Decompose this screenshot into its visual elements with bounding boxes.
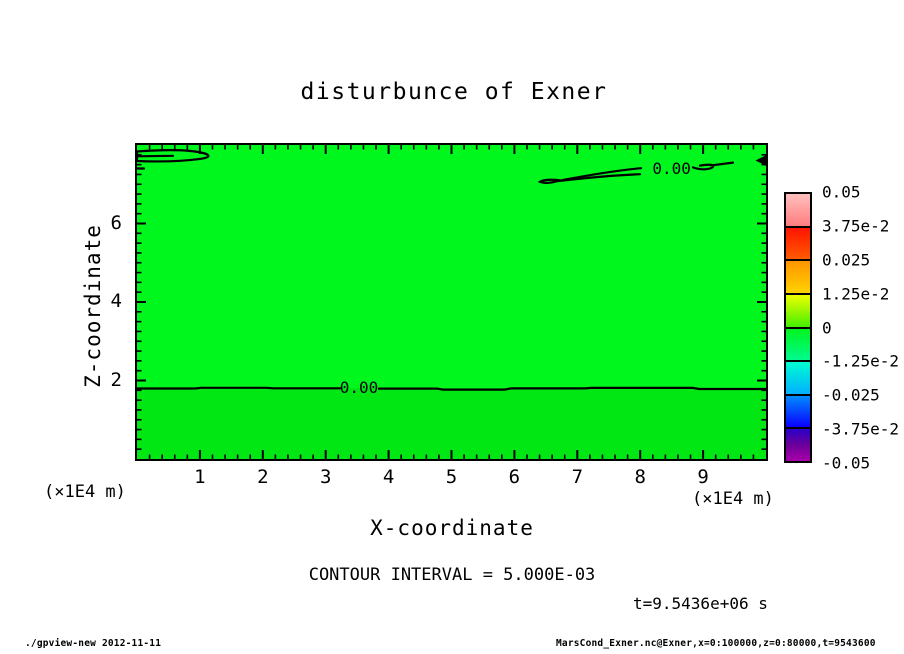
colorbar-cell bbox=[786, 292, 810, 327]
colorbar-tick-label: 0 bbox=[822, 318, 832, 337]
zero-contour-blob-upper-right bbox=[711, 161, 735, 167]
zero-contour-blob-upper-right bbox=[561, 167, 643, 182]
x-tick-label: 2 bbox=[257, 466, 269, 488]
colorbar-tick-label: -1.25e-2 bbox=[822, 351, 900, 371]
x-axis-title: X-coordinate bbox=[370, 516, 534, 540]
contour-value-label: 0.00 bbox=[652, 159, 691, 178]
y-axis-unit-label: (×1E4 m) bbox=[44, 482, 126, 502]
colorbar-tick-label: 0.025 bbox=[822, 250, 871, 270]
contour-plot-svg: 0.00 0.00 bbox=[137, 145, 766, 459]
x-tick-label: 1 bbox=[194, 466, 206, 488]
zero-contour-blob-upper-right bbox=[691, 163, 715, 171]
colorbar-tick-label: -0.025 bbox=[822, 385, 880, 405]
colorbar-cell bbox=[786, 259, 810, 293]
x-tick-label: 3 bbox=[319, 466, 332, 488]
zero-contour-line bbox=[377, 386, 766, 391]
colorbar-tick-label: 0.05 bbox=[822, 182, 861, 202]
contour-value-label: 0.00 bbox=[340, 378, 379, 397]
y-tick-label: 6 bbox=[110, 211, 122, 234]
x-tick-label: 9 bbox=[697, 466, 709, 488]
zero-contour-edge-mark bbox=[755, 155, 766, 166]
zero-contour-blob-upper-left bbox=[137, 154, 175, 158]
footer-data-source-stamp: MarsCond_Exner.nc@Exner,x=0:100000,z=0:8… bbox=[556, 638, 876, 649]
colorbar-cell bbox=[786, 326, 810, 361]
colorbar-cell bbox=[786, 393, 810, 428]
colorbar-cell bbox=[786, 225, 810, 260]
footer-command-stamp: ./gpview-new 2012-11-11 bbox=[25, 638, 162, 649]
x-tick-label: 6 bbox=[508, 466, 521, 488]
colorbar-tick-label: -0.05 bbox=[822, 453, 871, 473]
colorbar-tick-label: 3.75e-2 bbox=[822, 216, 890, 236]
x-tick-label: 7 bbox=[571, 466, 584, 488]
colorbar-cell bbox=[786, 427, 810, 461]
time-annotation: t=9.5436e+06 s bbox=[633, 594, 768, 613]
contour-plot-area: 0.00 0.00 bbox=[135, 143, 768, 461]
colorbar-tick-label: 1.25e-2 bbox=[822, 284, 890, 304]
colorbar-cell bbox=[786, 194, 810, 226]
colorbar-tick-label: -3.75e-2 bbox=[822, 419, 900, 439]
colorbar bbox=[784, 192, 812, 463]
x-tick-label: 4 bbox=[382, 466, 395, 488]
x-axis-unit-label: (×1E4 m) bbox=[692, 489, 774, 509]
x-tick-label: 8 bbox=[634, 466, 646, 488]
colorbar-cell bbox=[786, 360, 810, 394]
zero-contour-line bbox=[137, 386, 342, 390]
x-tick-label: 5 bbox=[445, 466, 458, 488]
page-title: disturbunce of Exner bbox=[300, 79, 608, 105]
contour-interval-note: CONTOUR INTERVAL = 5.000E-03 bbox=[308, 565, 596, 585]
y-tick-label: 2 bbox=[110, 368, 122, 391]
zero-contour-blob-upper-left bbox=[137, 149, 210, 163]
y-tick-label: 4 bbox=[110, 290, 122, 312]
